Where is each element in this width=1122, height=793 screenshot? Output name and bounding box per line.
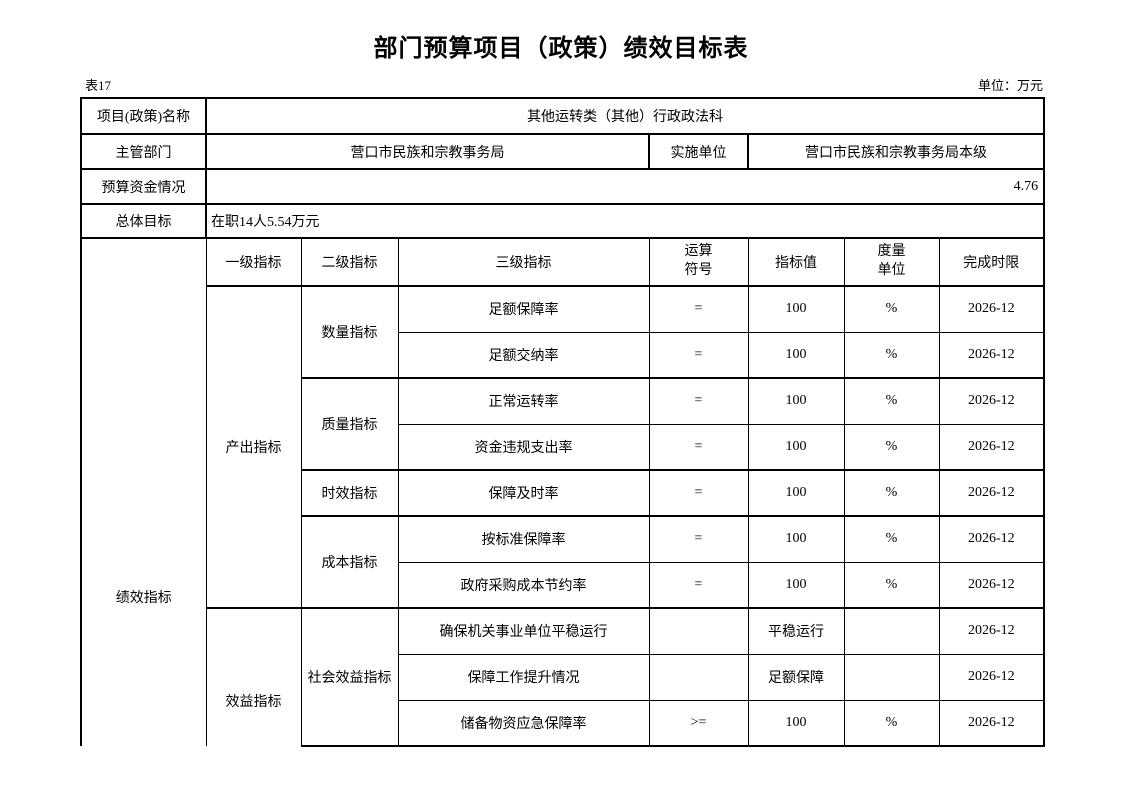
- indicator-row: 产出指标 数量指标 足额保障率 = 100 % 2026-12: [81, 285, 1045, 609]
- level2-social-benefit-label: 社会效益指标: [300, 607, 399, 747]
- overall-goal-label: 总体目标: [80, 203, 207, 239]
- level1-benefit-label: 效益指标: [205, 607, 302, 746]
- indicator-row: 政府采购成本节约率 = 100 % 2026-12: [81, 561, 1045, 609]
- level3-indicator: 保障工作提升情况: [397, 653, 650, 701]
- level3-indicator: 按标准保障率: [397, 515, 650, 563]
- target-value: 100: [747, 515, 845, 563]
- deadline-value: 2026-12: [938, 699, 1045, 747]
- target-value: 100: [747, 423, 845, 471]
- operator-value: =: [648, 285, 749, 333]
- header-target-value: 指标值: [747, 237, 845, 287]
- level2-quality-label: 质量指标: [300, 377, 399, 471]
- target-value: 100: [747, 331, 845, 379]
- header-level3: 三级指标: [397, 237, 650, 287]
- level3-indicator: 储备物资应急保障率: [397, 699, 650, 747]
- target-value: 平稳运行: [747, 607, 845, 655]
- indicator-row: 储备物资应急保障率 >= 100 % 2026-12: [81, 699, 1045, 747]
- unit-value: %: [843, 377, 940, 425]
- level3-indicator: 确保机关事业单位平稳运行: [397, 607, 650, 655]
- unit-value: %: [843, 423, 940, 471]
- operator-value: =: [648, 561, 749, 609]
- header-deadline: 完成时限: [938, 237, 1045, 287]
- project-name-label: 项目(政策)名称: [80, 97, 207, 135]
- dept-label: 主管部门: [80, 133, 207, 170]
- level1-output-label: 产出指标: [205, 285, 302, 609]
- dept-value: 营口市民族和宗教事务局: [205, 133, 650, 170]
- row-overall-goal: 总体目标 在职14人5.54万元: [80, 203, 1046, 239]
- row-project-name: 项目(政策)名称 其他运转类（其他）行政政法科: [80, 97, 1046, 135]
- level3-indicator: 正常运转率: [397, 377, 650, 425]
- level3-indicator: 足额保障率: [397, 285, 650, 333]
- level3-indicator: 政府采购成本节约率: [397, 561, 650, 609]
- unit-value: [843, 653, 940, 701]
- deadline-value: 2026-12: [938, 653, 1045, 701]
- header-unit: 度量 单位: [843, 237, 940, 287]
- level3-indicator: 足额交纳率: [397, 331, 650, 379]
- table-number: 表17: [85, 78, 112, 93]
- operator-value: [648, 653, 749, 701]
- deadline-value: 2026-12: [938, 515, 1045, 563]
- target-value: 足额保障: [747, 653, 845, 701]
- budget-performance-table: 项目(政策)名称 其他运转类（其他）行政政法科 主管部门 营口市民族和宗教事务局…: [80, 97, 1046, 747]
- deadline-value: 2026-12: [938, 423, 1045, 471]
- unit-value: %: [843, 699, 940, 747]
- unit-value: [843, 607, 940, 655]
- indicator-row: 足额交纳率 = 100 % 2026-12: [81, 331, 1045, 379]
- page-title: 部门预算项目（政策）绩效目标表: [373, 36, 749, 62]
- indicator-row: 时效指标 保障及时率 = 100 % 2026-12: [81, 469, 1045, 517]
- unit-value: %: [843, 285, 940, 333]
- operator-value: =: [648, 377, 749, 425]
- operator-value: =: [648, 423, 749, 471]
- operator-value: >=: [648, 699, 749, 747]
- header-level1: 一级指标: [205, 237, 302, 287]
- target-value: 100: [747, 561, 845, 609]
- deadline-value: 2026-12: [938, 561, 1045, 609]
- row-budget-funds: 预算资金情况 4.76: [80, 168, 1046, 205]
- indicator-row: 质量指标 正常运转率 = 100 % 2026-12: [81, 377, 1045, 471]
- indicator-row: 资金违规支出率 = 100 % 2026-12: [81, 423, 1045, 471]
- project-name-value: 其他运转类（其他）行政政法科: [204, 97, 1046, 135]
- operator-value: [648, 607, 749, 655]
- level2-timeliness-label: 时效指标: [300, 469, 399, 517]
- target-value: 100: [747, 699, 845, 747]
- deadline-value: 2026-12: [938, 285, 1045, 333]
- indicator-row: 效益指标 社会效益指标 确保机关事业单位平稳运行 平稳运行 2026-12: [81, 607, 1045, 747]
- deadline-value: 2026-12: [938, 607, 1045, 655]
- budget-funds-label: 预算资金情况: [80, 168, 207, 205]
- target-value: 100: [747, 469, 845, 517]
- deadline-value: 2026-12: [938, 469, 1045, 517]
- row-department: 主管部门 营口市民族和宗教事务局 实施单位 营口市民族和宗教事务局本级: [80, 133, 1046, 170]
- unit-value: %: [843, 469, 940, 517]
- unit-note: 单位：万元: [977, 78, 1043, 93]
- unit-value: %: [843, 561, 940, 609]
- impl-unit-value: 营口市民族和宗教事务局本级: [746, 133, 1046, 170]
- target-value: 100: [747, 285, 845, 333]
- deadline-value: 2026-12: [938, 377, 1045, 425]
- header-level2: 二级指标: [300, 237, 399, 287]
- operator-value: =: [648, 515, 749, 563]
- header-operator: 运算 符号: [648, 237, 749, 287]
- unit-value: %: [843, 515, 940, 563]
- level3-indicator: 资金违规支出率: [397, 423, 650, 471]
- level2-cost-label: 成本指标: [300, 515, 399, 609]
- level2-quantity-label: 数量指标: [300, 285, 399, 379]
- operator-value: =: [648, 469, 749, 517]
- indicator-row: 保障工作提升情况 足额保障 2026-12: [81, 653, 1045, 701]
- indicator-row: 成本指标 按标准保障率 = 100 % 2026-12: [81, 515, 1045, 609]
- overall-goal-value: 在职14人5.54万元: [204, 203, 1046, 239]
- deadline-value: 2026-12: [938, 331, 1045, 379]
- operator-value: =: [648, 331, 749, 379]
- indicator-header-row: 绩效指标 一级指标 二级指标 三级指标 运算 符号 指标值 度量 单位 完成时限: [80, 237, 1045, 746]
- budget-funds-value: 4.76: [204, 168, 1046, 205]
- impl-unit-label: 实施单位: [648, 133, 749, 170]
- unit-value: %: [843, 331, 940, 379]
- performance-indicator-section-label: 绩效指标: [80, 237, 207, 746]
- target-value: 100: [747, 377, 845, 425]
- level3-indicator: 保障及时率: [397, 469, 650, 517]
